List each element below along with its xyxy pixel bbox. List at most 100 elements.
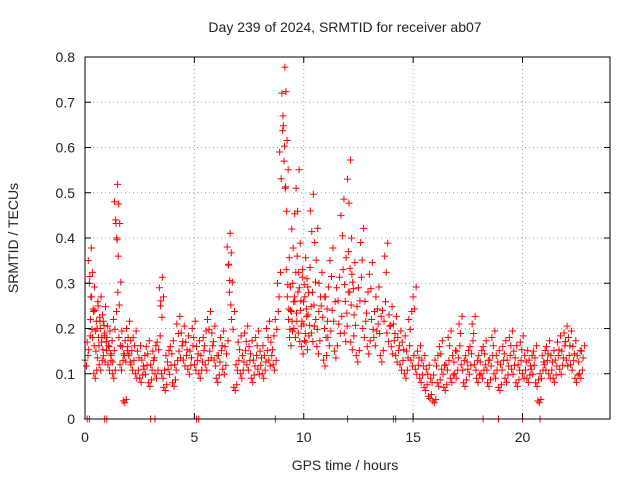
data-point (97, 366, 105, 374)
data-point (578, 366, 586, 374)
data-point (211, 322, 219, 330)
data-point (557, 332, 564, 340)
data-point (384, 338, 392, 346)
data-point (257, 361, 265, 369)
data-point (458, 312, 466, 320)
data-point (182, 338, 190, 346)
data-point (322, 293, 330, 301)
data-point (275, 293, 283, 301)
data-point (140, 365, 148, 373)
data-point (449, 352, 456, 360)
data-point (166, 370, 174, 378)
data-point (210, 356, 218, 364)
data-point (274, 279, 281, 287)
data-point (349, 278, 357, 286)
data-point (221, 343, 229, 351)
data-point (443, 366, 451, 374)
data-point (357, 273, 365, 281)
data-point (430, 371, 438, 379)
data-point (554, 338, 561, 346)
data-point (372, 293, 380, 301)
data-point (367, 285, 375, 293)
data-point (245, 343, 253, 351)
data-point (289, 244, 297, 252)
data-point (573, 378, 580, 386)
data-point (266, 317, 274, 325)
data-point (295, 268, 303, 276)
data-point (280, 157, 288, 165)
data-point (83, 362, 90, 370)
data-point (200, 347, 208, 355)
data-point (124, 343, 132, 351)
data-point (498, 366, 506, 374)
data-point (418, 356, 426, 364)
data-point (167, 361, 175, 369)
data-point (478, 347, 486, 355)
data-point (355, 347, 363, 355)
data-point (409, 293, 417, 301)
data-point (354, 284, 362, 292)
data-point (324, 317, 332, 325)
data-point (292, 184, 300, 192)
data-point (536, 370, 544, 378)
data-point (125, 352, 133, 360)
data-point (238, 374, 246, 382)
data-point (411, 365, 419, 373)
data-point (152, 342, 160, 350)
data-point (212, 374, 220, 382)
data-point (149, 347, 157, 355)
data-point (463, 358, 471, 366)
data-point (417, 342, 424, 350)
data-point (112, 216, 120, 224)
data-point (218, 342, 226, 350)
data-point (107, 350, 115, 358)
data-point (444, 334, 452, 342)
data-point (380, 317, 388, 325)
data-point (309, 288, 316, 296)
data-point (538, 352, 546, 360)
data-point (322, 351, 330, 359)
data-point (173, 320, 181, 328)
data-point (319, 356, 327, 364)
data-point (388, 303, 396, 311)
data-point (254, 365, 262, 373)
data-point (457, 329, 465, 337)
data-point (110, 374, 118, 382)
data-point (294, 329, 302, 337)
data-point (363, 343, 371, 351)
data-point (150, 354, 158, 362)
data-point (346, 264, 354, 272)
data-point (321, 362, 329, 370)
data-point (371, 342, 379, 350)
data-point (146, 382, 154, 390)
data-point (269, 361, 277, 369)
data-point (490, 370, 498, 378)
y-tick-label: 0.4 (56, 230, 76, 246)
data-point (441, 361, 449, 369)
data-point (286, 334, 294, 342)
data-point (236, 346, 244, 354)
data-point (519, 332, 527, 340)
data-point (281, 63, 289, 71)
data-point (91, 283, 99, 291)
data-point (256, 347, 264, 355)
y-tick-label: 0.8 (56, 49, 76, 65)
y-tick-label: 0.6 (56, 140, 76, 156)
data-point (92, 347, 100, 355)
x-tick-label: 10 (296, 429, 312, 445)
data-point (111, 325, 119, 333)
data-point (550, 347, 558, 355)
data-point (349, 285, 357, 293)
data-point (207, 307, 214, 315)
data-point (399, 356, 407, 364)
data-point (325, 283, 333, 291)
data-point (111, 366, 119, 374)
data-point (483, 366, 491, 374)
data-point (427, 374, 435, 382)
data-point (507, 342, 515, 350)
data-point (324, 334, 332, 342)
data-point (554, 351, 562, 359)
data-point (185, 370, 193, 378)
data-point (250, 371, 258, 379)
data-point (499, 343, 507, 351)
